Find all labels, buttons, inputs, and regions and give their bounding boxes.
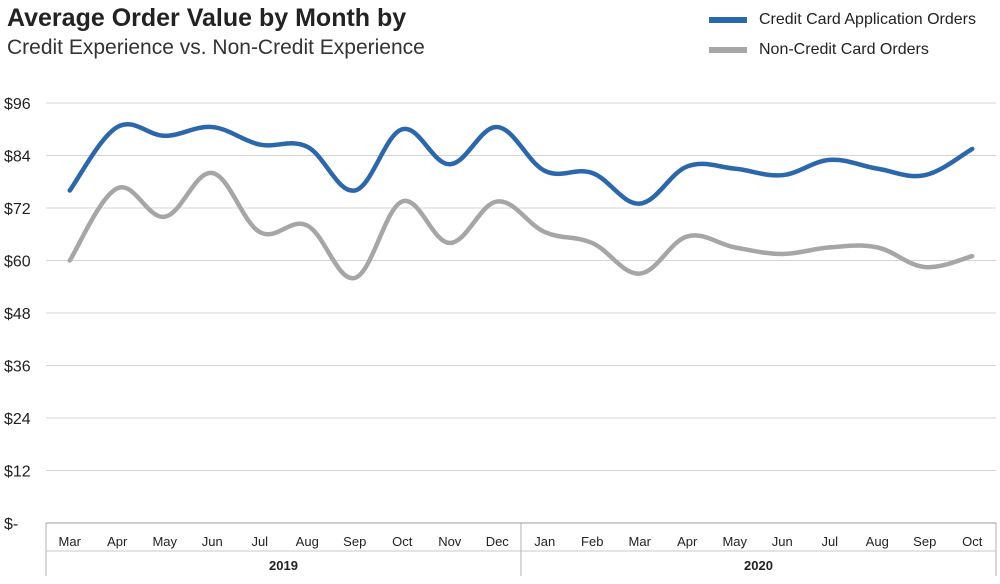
- series-line-non-credit: [67, 170, 975, 281]
- y-tick-label: $-: [4, 516, 18, 533]
- x-tick-label: Jul: [251, 534, 268, 549]
- year-label: 2020: [744, 558, 773, 573]
- x-tick-label: Oct: [962, 534, 983, 549]
- chart-subtitle: Credit Experience vs. Non-Credit Experie…: [7, 36, 425, 59]
- legend-swatch-credit: [709, 16, 747, 23]
- legend: Credit Card Application Orders Non-Credi…: [709, 9, 976, 69]
- y-tick-label: $96: [4, 96, 31, 113]
- x-tick-label: Sep: [913, 534, 936, 549]
- x-tick-label: Mar: [629, 534, 652, 549]
- x-tick-label: Aug: [866, 534, 889, 549]
- x-tick-label: Sep: [343, 534, 366, 549]
- y-tick-label: $48: [4, 306, 31, 323]
- legend-label-credit: Credit Card Application Orders: [759, 10, 976, 28]
- x-tick-label: Dec: [486, 534, 510, 549]
- y-tick-label: $84: [4, 149, 31, 166]
- y-tick-label: $72: [4, 201, 31, 218]
- x-tick-label: Jun: [202, 534, 223, 549]
- legend-swatch-non-credit: [709, 46, 747, 53]
- series-line-credit: [67, 122, 975, 206]
- year-label: 2019: [269, 558, 298, 573]
- x-tick-label: Feb: [581, 534, 603, 549]
- legend-item-non-credit: Non-Credit Card Orders: [709, 39, 976, 60]
- x-tick-label: Oct: [392, 534, 413, 549]
- x-tick-label: Jul: [821, 534, 838, 549]
- x-tick-label: Apr: [107, 534, 128, 549]
- x-tick-label: Apr: [677, 534, 698, 549]
- x-tick-label: Mar: [59, 534, 82, 549]
- x-tick-label: Aug: [296, 534, 319, 549]
- x-tick-label: May: [152, 534, 177, 549]
- y-tick-label: $24: [4, 411, 31, 428]
- y-tick-label: $36: [4, 359, 31, 376]
- x-tick-label: Jun: [772, 534, 793, 549]
- x-tick-label: Nov: [438, 534, 462, 549]
- chart-title: Average Order Value by Month by: [7, 4, 407, 32]
- legend-item-credit: Credit Card Application Orders: [709, 9, 976, 30]
- y-tick-label: $12: [4, 464, 31, 481]
- x-tick-label: Jan: [534, 534, 555, 549]
- y-tick-label: $60: [4, 254, 31, 271]
- x-tick-label: May: [722, 534, 747, 549]
- legend-label-non-credit: Non-Credit Card Orders: [759, 40, 929, 58]
